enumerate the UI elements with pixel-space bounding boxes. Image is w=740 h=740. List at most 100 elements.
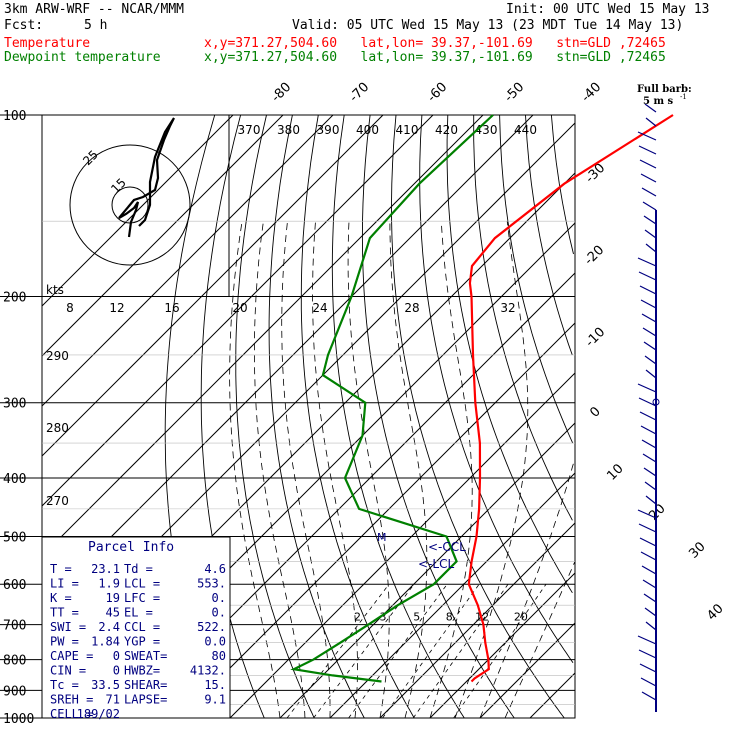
parcel-label: CCL = xyxy=(124,620,160,634)
mixing-ratio-label: 5 xyxy=(413,611,420,624)
pressure-label: 100 xyxy=(3,109,26,124)
wind-barb xyxy=(641,426,656,434)
wind-barb xyxy=(640,412,656,420)
moist-adiabat xyxy=(254,221,305,718)
wind-barb xyxy=(645,608,656,616)
wind-barb xyxy=(639,272,656,280)
isotherm-label: -70 xyxy=(347,80,373,106)
wind-barb xyxy=(638,636,656,644)
parcel-value: 0. xyxy=(212,606,226,620)
wind-barb xyxy=(646,118,656,126)
speed-label: 8 xyxy=(66,301,74,315)
dry-adiabat xyxy=(447,115,572,593)
parcel-label: LCL = xyxy=(124,577,160,591)
parcel-label: YGP = xyxy=(124,635,160,649)
temperature-location: x,y=371.27,504.60 lat,lon= 39.37,-101.69… xyxy=(204,37,666,51)
barb-legend-exponent: -1 xyxy=(680,93,687,101)
parcel-label: Tc = xyxy=(50,678,79,692)
pressure-label: 400 xyxy=(3,472,26,487)
parcel-value: 4.6 xyxy=(204,562,226,576)
isotherm-line xyxy=(230,373,575,718)
theta-label: 370 xyxy=(238,123,261,137)
parcel-label: EL = xyxy=(124,606,153,620)
isotherm-label: -50 xyxy=(502,80,528,106)
parcel-value: 71 xyxy=(106,693,120,707)
isotherm-label: -10 xyxy=(583,325,609,351)
parcel-value: 553. xyxy=(197,577,226,591)
wind-barb xyxy=(644,468,656,476)
parcel-label: CAPE = xyxy=(50,649,93,663)
parcel-info-box: Parcel InfoT = 23.1 Td = 4.6LI = 1.9 LCL = 553… xyxy=(42,537,230,721)
moist-adiabat xyxy=(505,561,575,718)
left-theta-label: 280 xyxy=(46,421,69,435)
parcel-label: LFC = xyxy=(124,591,160,605)
hodograph: 25 15 kts xyxy=(46,115,229,297)
wind-barb xyxy=(642,314,656,322)
wind-barb xyxy=(646,622,656,630)
theta-label: 440 xyxy=(514,123,537,137)
wind-barb xyxy=(640,160,656,168)
parcel-label: SWI = xyxy=(50,620,86,634)
marker-lcl: <-LCL xyxy=(418,557,454,571)
isotherm-label: 40 xyxy=(704,601,726,623)
wind-barb xyxy=(639,650,656,658)
wind-barb xyxy=(642,440,656,448)
wind-barb xyxy=(641,552,656,560)
wind-barb xyxy=(643,454,656,462)
dry-adiabat xyxy=(526,115,573,355)
temperature-legend: Temperature xyxy=(4,37,90,51)
hodograph-trace xyxy=(119,118,174,237)
wind-barb xyxy=(644,594,656,602)
theta-label: 420 xyxy=(435,123,458,137)
pressure-label: 800 xyxy=(3,654,26,669)
marker-ccl: <-CCL xyxy=(428,540,466,554)
wind-barb xyxy=(643,580,656,588)
parcel-value: 2.4 xyxy=(98,620,120,634)
dewpoint-location: x,y=371.27,504.60 lat,lon= 39.37,-101.69… xyxy=(204,51,666,65)
parcel-value: 23.1 xyxy=(91,562,120,576)
moist-adiabat xyxy=(282,221,330,718)
parcel-value: 0.0 xyxy=(204,635,226,649)
isotherm-label: -60 xyxy=(425,80,451,106)
speed-label: 16 xyxy=(164,301,179,315)
parcel-label: PW = xyxy=(50,635,79,649)
wind-barb xyxy=(643,202,656,210)
dry-adiabat xyxy=(236,115,314,718)
parcel-value: 80 xyxy=(212,649,226,663)
barb-legend-value: 5 m s xyxy=(643,96,674,107)
wind-barb xyxy=(639,524,656,532)
parcel-value: 4132. xyxy=(190,664,226,678)
wind-barbs: Full barb:5 m s -1 xyxy=(637,84,692,712)
valid-time: Valid: 05 UTC Wed 15 May 13 (23 MDT Tue … xyxy=(292,19,683,33)
wind-barb xyxy=(640,664,656,672)
series-line xyxy=(294,115,493,682)
parcel-label: LAPSE= xyxy=(124,693,167,707)
wind-barb xyxy=(640,538,656,546)
parcel-label: SREH = xyxy=(50,693,93,707)
pressure-label: 300 xyxy=(3,397,26,412)
wind-barb xyxy=(645,482,656,490)
isotherm-line xyxy=(430,573,575,718)
speed-label: 28 xyxy=(404,301,419,315)
wind-barb xyxy=(641,300,656,308)
parcel-value: 15. xyxy=(204,678,226,692)
parcel-value: 0 xyxy=(113,664,120,678)
parcel-value: 0 xyxy=(113,649,120,663)
model-title: 3km ARW-WRF -- NCAR/MMM xyxy=(4,3,184,17)
parcel-value: 9.1 xyxy=(204,693,226,707)
left-theta-label: 270 xyxy=(46,494,69,508)
hodograph-ring-label: 25 xyxy=(80,147,101,168)
wind-barb xyxy=(645,230,656,238)
wind-barb xyxy=(646,370,656,378)
speed-label: 20 xyxy=(232,301,247,315)
parcel-value: 45 xyxy=(106,606,120,620)
parcel-label: TT = xyxy=(50,606,79,620)
wind-barb xyxy=(638,258,656,266)
parcel-value: 1.84 xyxy=(91,635,120,649)
mixing-ratio-label: 20 xyxy=(514,611,528,624)
pressure-label: 700 xyxy=(3,619,26,634)
wind-barb xyxy=(641,678,656,686)
parcel-value: 189/02 xyxy=(77,707,120,721)
theta-label: 410 xyxy=(396,123,419,137)
